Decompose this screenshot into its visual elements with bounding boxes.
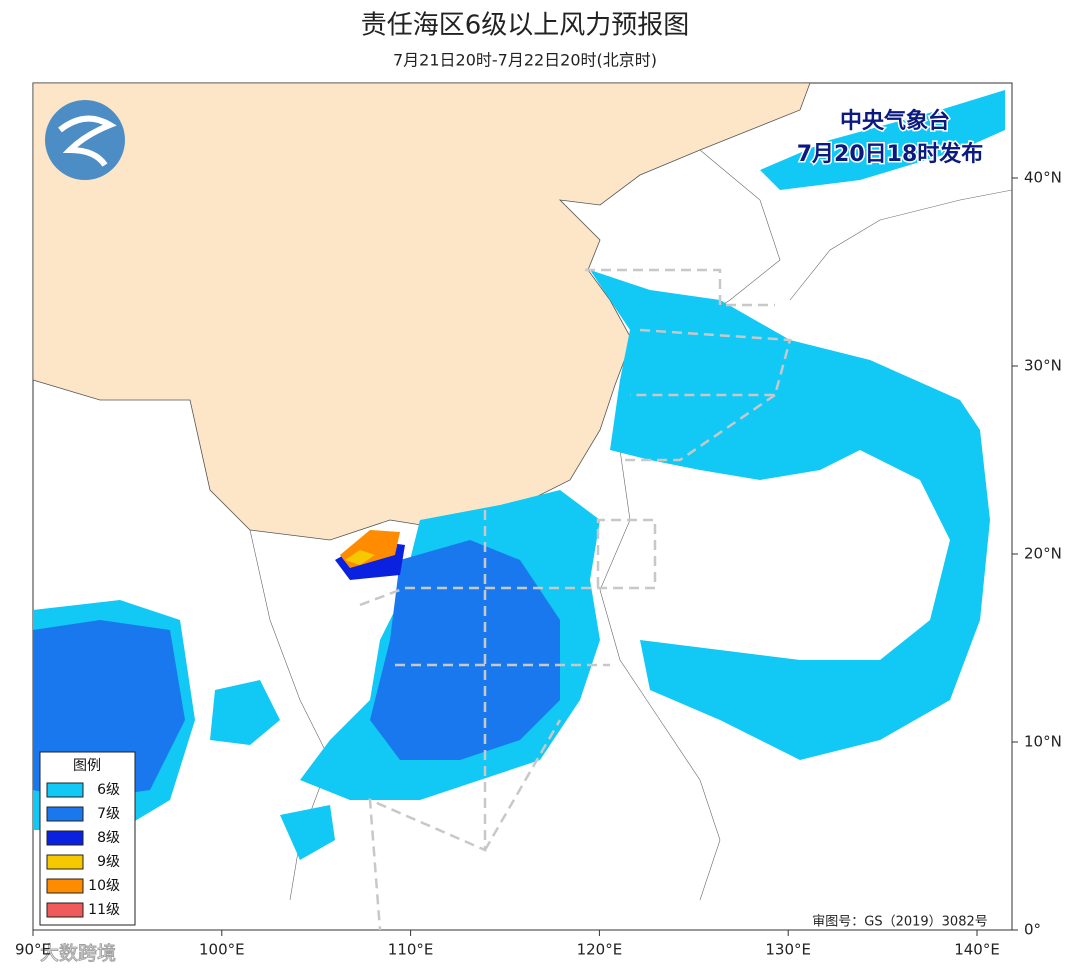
wind-6: [590, 270, 990, 760]
sea-zone-boundaries: [359, 268, 792, 930]
legend-swatch: [46, 902, 84, 918]
x-tick-label: 100°E: [199, 941, 245, 959]
legend-label: 11级: [88, 902, 120, 918]
y-tick-label: 0°: [1024, 921, 1041, 939]
wind-6: [280, 805, 335, 860]
legend-label: 10级: [88, 878, 120, 894]
wind-6: [760, 90, 1005, 190]
legend-label: 6级: [97, 782, 120, 798]
watermark: 大数跨境: [40, 943, 116, 965]
legend-swatch: [46, 854, 84, 870]
review-number: 审图号：GS（2019）3082号: [812, 915, 988, 930]
wind-9: [345, 550, 375, 565]
wind-6: [210, 680, 280, 745]
legend: 图例 6级 7级 8级 9级 10级 11级: [39, 751, 136, 926]
legend-label: 7级: [97, 806, 120, 822]
x-tick-label: 110°E: [388, 941, 434, 959]
legend-swatch: [46, 830, 84, 846]
wind-7: [370, 540, 560, 760]
y-tick-label: 30°N: [1024, 357, 1062, 375]
subtitle: 7月21日20时-7月22日20时(北京时): [393, 51, 657, 70]
legend-label: 8级: [97, 830, 120, 846]
x-tick-label: 140°E: [954, 941, 1000, 959]
issuer-name: 中央气象台: [840, 108, 950, 134]
legend-title: 图例: [73, 758, 101, 774]
legend-swatch: [46, 878, 84, 894]
x-tick-label: 90°E: [15, 941, 51, 959]
coastlines: [599, 449, 721, 901]
coastlines: [789, 189, 1012, 301]
y-tick-label: 20°N: [1024, 545, 1062, 563]
legend-swatch: [46, 782, 84, 798]
title: 责任海区6级以上风力预报图: [361, 11, 690, 41]
issue-time: 7月20日18时发布: [797, 141, 984, 167]
x-tick-label: 120°E: [577, 941, 623, 959]
legend-label: 9级: [97, 854, 120, 870]
y-tick-label: 40°N: [1024, 169, 1062, 187]
china-land: [33, 83, 811, 541]
logo-mark: [58, 115, 117, 167]
x-tick-label: 130°E: [765, 941, 811, 959]
legend-swatch: [46, 806, 84, 822]
y-tick-label: 10°N: [1024, 733, 1062, 751]
